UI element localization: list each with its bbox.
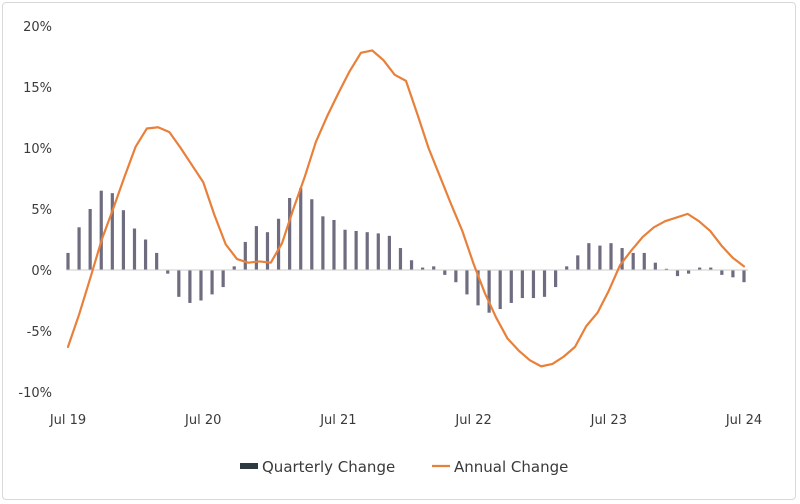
quarterly-bar (642, 252, 646, 270)
quarterly-bar (565, 266, 569, 270)
quarterly-bar (542, 270, 547, 297)
quarterly-bar (653, 262, 657, 270)
quarterly-bar (265, 232, 270, 270)
quarterly-bar (155, 252, 159, 270)
quarterly-bar (354, 230, 358, 270)
quarterly-bar (143, 239, 148, 270)
quarterly-bar (709, 267, 713, 270)
quarterly-bar (99, 190, 103, 270)
quarterly-bar (365, 232, 369, 270)
quarterly-bar (387, 235, 391, 270)
quarterly-bar (188, 270, 192, 303)
quarterly-bar (476, 270, 480, 306)
quarterly-bars (66, 188, 746, 313)
quarterly-bar (498, 270, 502, 310)
quarterly-bar (598, 245, 602, 270)
x-tick-label: Jul 23 (590, 413, 627, 428)
quarterly-bar (221, 270, 225, 288)
quarterly-bar (254, 226, 258, 270)
y-tick-label: -10% (18, 386, 52, 401)
quarterly-bar (487, 270, 491, 313)
annual-change-line (66, 49, 746, 368)
quarterly-bar (276, 218, 281, 270)
quarterly-bar (609, 243, 613, 270)
y-tick-label: -5% (27, 325, 52, 340)
quarterly-bar (332, 219, 336, 270)
quarterly-bar (675, 270, 680, 277)
quarterly-bar (432, 266, 436, 270)
x-tick-label: Jul 19 (49, 413, 86, 428)
annual-line-group (66, 49, 746, 368)
quarterly-bar (620, 248, 624, 270)
quarterly-bar (554, 270, 558, 288)
x-tick-label: Jul 24 (725, 413, 762, 428)
quarterly-bar (742, 270, 746, 283)
quarterly-bar (310, 199, 314, 270)
quarterly-bar (199, 270, 203, 301)
y-tick-label: 10% (23, 142, 52, 157)
quarterly-bar (321, 216, 325, 270)
quarterly-bar (110, 193, 114, 270)
y-axis-ticks: 20% 15% 10% 5% 0% -5% -10% (18, 20, 52, 401)
quarterly-bar (77, 227, 81, 270)
x-axis-ticks: Jul 19 Jul 20 Jul 21 Jul 22 Jul 23 Jul 24 (49, 413, 762, 428)
quarterly-bar (686, 270, 691, 274)
y-tick-label: 5% (31, 203, 52, 218)
quarterly-bar (720, 270, 724, 275)
quarterly-bar (509, 270, 513, 303)
legend-label-annual: Annual Change (454, 458, 568, 476)
quarterly-bar (210, 270, 214, 295)
quarterly-bar (288, 198, 292, 270)
quarterly-bar (177, 270, 181, 297)
quarterly-bar (243, 241, 247, 270)
quarterly-bar (631, 252, 635, 270)
quarterly-bar (531, 270, 536, 299)
x-tick-label: Jul 21 (319, 413, 356, 428)
quarterly-bar (731, 270, 735, 278)
quarterly-bar (443, 270, 447, 275)
quarterly-bar (398, 248, 403, 270)
quarterly-bar (232, 266, 236, 270)
quarterly-bar (132, 228, 137, 270)
quarterly-bar (88, 209, 92, 270)
quarterly-bar (409, 260, 414, 270)
quarterly-bar (454, 270, 458, 283)
quarterly-bar (376, 233, 380, 270)
quarterly-bar (166, 270, 170, 274)
legend: Quarterly Change Annual Change (240, 458, 568, 476)
x-tick-label: Jul 20 (184, 413, 221, 428)
quarterly-bar (520, 270, 524, 299)
legend-swatch-quarterly (240, 463, 258, 469)
y-tick-label: 20% (23, 20, 52, 35)
quarterly-bar (698, 267, 702, 270)
legend-label-quarterly: Quarterly Change (262, 458, 395, 476)
quarterly-bar (66, 252, 70, 270)
y-tick-label: 15% (23, 81, 52, 96)
quarterly-bar (465, 270, 469, 295)
quarterly-bar (299, 188, 303, 270)
quarterly-bar (421, 267, 425, 270)
y-tick-label: 0% (31, 264, 52, 279)
quarterly-bar (576, 255, 580, 270)
quarterly-bar (343, 229, 347, 270)
quarterly-bar (587, 243, 591, 270)
quarterly-bar (664, 268, 669, 270)
quarterly-bar (121, 210, 126, 270)
x-tick-label: Jul 22 (454, 413, 491, 428)
